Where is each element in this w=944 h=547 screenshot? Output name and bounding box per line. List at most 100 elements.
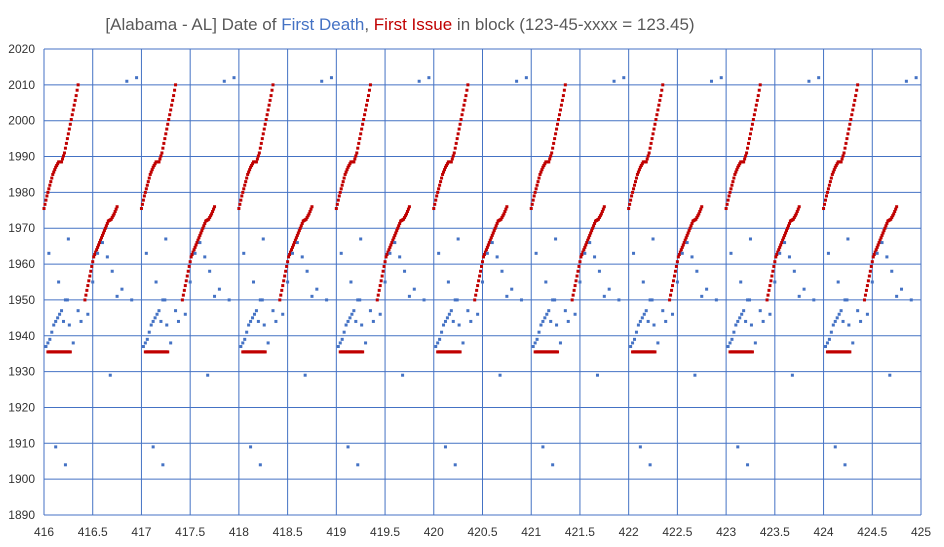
first-death-point	[44, 345, 48, 349]
first-issue-point	[256, 154, 260, 158]
y-tick-label: 1940	[8, 329, 35, 343]
first-death-point	[634, 330, 638, 334]
first-issue-point	[737, 164, 741, 167]
first-death-point	[155, 312, 159, 316]
first-issue-point	[367, 88, 371, 92]
first-issue-point	[686, 231, 690, 235]
first-death-point	[163, 298, 167, 302]
first-issue-point	[557, 113, 561, 117]
first-death-point	[407, 294, 411, 298]
first-death-point	[388, 251, 392, 255]
first-issue-point	[484, 248, 488, 252]
first-death-point	[638, 319, 642, 323]
first-issue-point	[183, 284, 187, 288]
first-issue-point	[796, 207, 800, 211]
first-issue-point	[395, 229, 399, 233]
first-issue-point	[559, 103, 563, 107]
first-issue-point	[480, 264, 484, 268]
first-issue-point	[90, 264, 94, 268]
first-issue-point	[697, 212, 701, 216]
first-death-point	[453, 463, 457, 467]
first-death-point	[115, 294, 119, 298]
first-death-point	[208, 269, 212, 273]
first-issue-point	[363, 113, 367, 117]
title-part-1: First Death	[281, 15, 364, 34]
first-death-point	[442, 323, 446, 327]
first-death-point	[47, 251, 51, 255]
first-death-point	[67, 323, 71, 327]
first-issue-point	[824, 194, 828, 198]
first-issue-point	[822, 207, 826, 211]
first-issue-point	[793, 214, 797, 218]
first-death-point	[100, 241, 104, 245]
first-death-point	[629, 345, 633, 349]
first-issue-point	[310, 205, 314, 209]
first-death-point	[746, 298, 750, 302]
first-issue-point	[94, 250, 98, 254]
first-death-point	[547, 309, 551, 313]
first-issue-point	[375, 298, 379, 302]
y-tick-label: 2000	[8, 114, 35, 128]
first-issue-point	[538, 172, 542, 176]
first-issue-point	[182, 288, 186, 292]
first-issue-point	[579, 255, 583, 259]
first-death-point	[348, 316, 352, 320]
first-issue-point	[293, 238, 297, 242]
first-issue-point	[771, 269, 775, 273]
first-issue-point	[787, 221, 791, 225]
first-death-point	[213, 294, 217, 298]
first-issue-point	[537, 176, 541, 180]
first-issue-point	[142, 194, 146, 198]
first-death-point	[63, 298, 67, 302]
first-death-point	[535, 337, 539, 341]
first-death-point	[165, 323, 169, 327]
first-issue-point	[60, 160, 64, 164]
first-issue-point	[871, 255, 875, 259]
first-issue-point	[95, 248, 99, 252]
first-death-point	[245, 330, 249, 334]
first-issue-point	[637, 168, 641, 172]
first-issue-point	[725, 202, 729, 206]
first-issue-point	[452, 151, 456, 155]
first-death-point	[329, 76, 333, 80]
first-death-point	[144, 251, 148, 255]
first-issue-point	[835, 162, 839, 166]
first-death-point	[900, 287, 904, 291]
first-death-point	[164, 237, 168, 241]
first-death-point	[744, 319, 748, 323]
first-death-point	[453, 298, 457, 302]
first-issue-point	[338, 190, 342, 194]
first-issue-point	[286, 260, 290, 264]
x-tick-label: 421.5	[565, 525, 595, 539]
first-death-point	[631, 341, 635, 345]
title-part-0: [Alabama - AL] Date of	[105, 15, 281, 34]
first-death-point	[728, 341, 732, 345]
first-issue-point	[780, 241, 784, 245]
first-issue-point	[335, 202, 339, 206]
first-issue-point	[48, 183, 52, 187]
first-issue-point	[649, 141, 653, 145]
first-issue-point	[584, 243, 588, 247]
first-issue-point	[264, 117, 268, 121]
first-issue-point	[482, 253, 486, 257]
first-death-point	[403, 269, 407, 273]
first-death-point	[383, 280, 387, 284]
first-issue-point	[211, 210, 215, 214]
first-issue-point	[292, 241, 296, 245]
first-death-point	[485, 251, 489, 255]
first-issue-point	[842, 151, 846, 155]
first-death-point	[742, 309, 746, 313]
first-issue-point	[434, 198, 438, 202]
first-issue-point	[464, 94, 468, 98]
first-issue-point	[862, 298, 866, 302]
first-death-point	[456, 237, 460, 241]
first-issue-point	[67, 127, 71, 131]
first-death-point	[58, 312, 62, 316]
first-issue-point	[848, 122, 852, 126]
first-death-point	[797, 294, 801, 298]
first-issue-point	[499, 217, 503, 221]
first-issue-point	[561, 94, 565, 98]
first-death-point	[790, 373, 794, 377]
first-death-point	[749, 323, 753, 327]
first-issue-point	[362, 117, 366, 121]
